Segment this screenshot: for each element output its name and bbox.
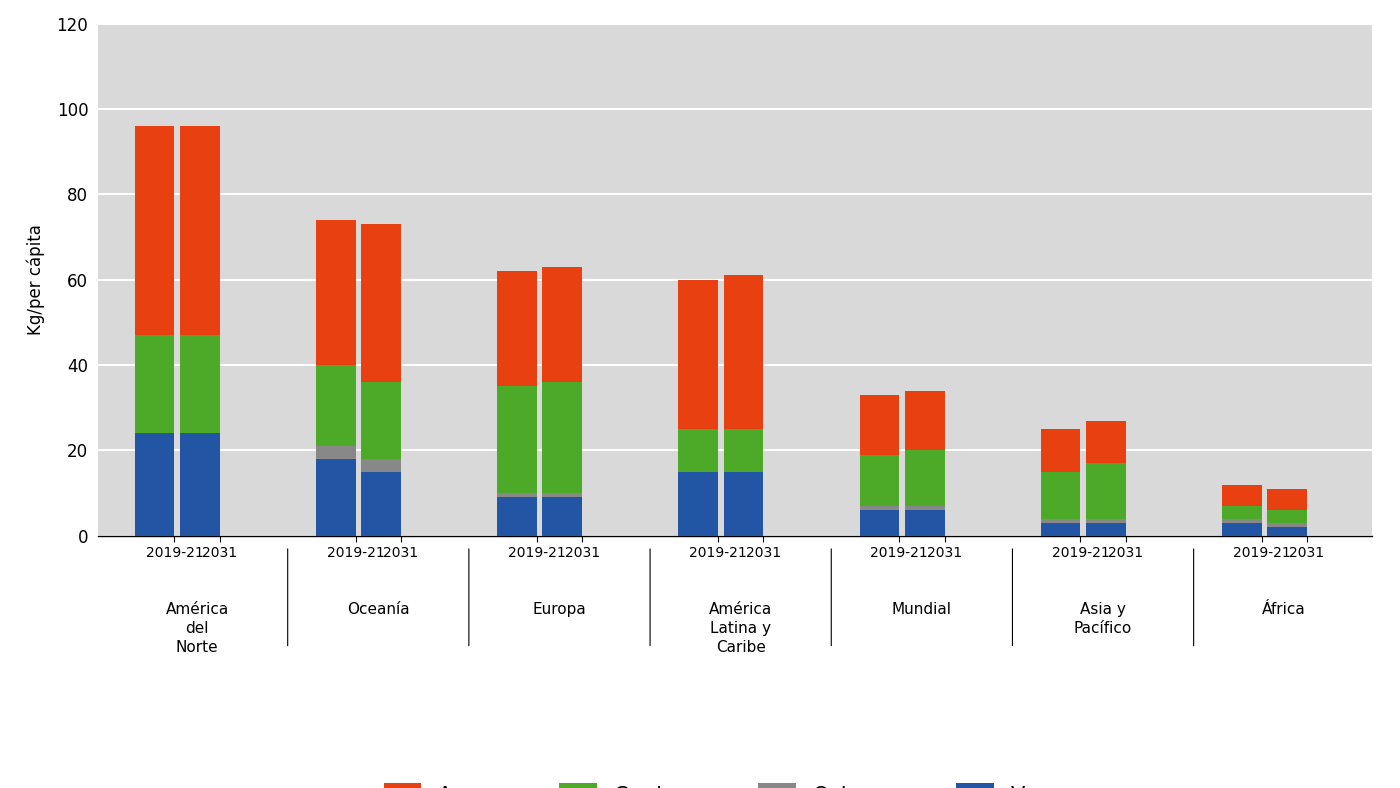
- Bar: [1267, 523, 1306, 527]
- Bar: [316, 365, 356, 446]
- Text: Mundial: Mundial: [892, 602, 952, 618]
- Bar: [724, 472, 763, 536]
- Bar: [1086, 421, 1126, 463]
- Bar: [1040, 519, 1081, 523]
- Bar: [860, 395, 899, 455]
- Bar: [1040, 472, 1081, 519]
- Legend: Ave, Cerdo, Ovino, Vacuno: Ave, Cerdo, Ovino, Vacuno: [384, 783, 1086, 788]
- Bar: [904, 511, 945, 536]
- Bar: [542, 382, 582, 493]
- Bar: [361, 225, 400, 382]
- Bar: [904, 506, 945, 511]
- Bar: [1040, 429, 1081, 472]
- Y-axis label: Kg/per cápita: Kg/per cápita: [27, 225, 45, 335]
- Bar: [724, 276, 763, 429]
- Bar: [904, 451, 945, 506]
- Bar: [316, 459, 356, 536]
- Bar: [1267, 489, 1306, 511]
- Bar: [361, 459, 400, 472]
- Bar: [1222, 523, 1261, 536]
- Bar: [1222, 506, 1261, 519]
- Bar: [181, 335, 220, 433]
- Bar: [181, 433, 220, 536]
- Bar: [1086, 519, 1126, 523]
- Text: África: África: [1263, 602, 1306, 618]
- Bar: [679, 472, 718, 536]
- Bar: [1086, 463, 1126, 519]
- Bar: [904, 391, 945, 451]
- Bar: [316, 446, 356, 459]
- Bar: [1222, 519, 1261, 523]
- Bar: [361, 472, 400, 536]
- Bar: [860, 506, 899, 511]
- Bar: [1267, 527, 1306, 536]
- Bar: [497, 271, 536, 386]
- Text: Asia y
Pacífico: Asia y Pacífico: [1074, 602, 1133, 636]
- Text: América
Latina y
Caribe: América Latina y Caribe: [708, 602, 773, 655]
- Bar: [316, 220, 356, 365]
- Bar: [542, 493, 582, 497]
- Bar: [724, 429, 763, 472]
- Bar: [134, 335, 175, 433]
- Text: Europa: Europa: [532, 602, 587, 618]
- Bar: [679, 429, 718, 472]
- Bar: [134, 126, 175, 335]
- Bar: [860, 455, 899, 506]
- Bar: [1086, 523, 1126, 536]
- Bar: [497, 497, 536, 536]
- Bar: [542, 267, 582, 382]
- Bar: [1040, 523, 1081, 536]
- Bar: [497, 386, 536, 493]
- Bar: [181, 126, 220, 335]
- Bar: [134, 433, 175, 536]
- Bar: [679, 280, 718, 429]
- Text: Oceanía: Oceanía: [347, 602, 410, 618]
- Bar: [1267, 511, 1306, 523]
- Bar: [542, 497, 582, 536]
- Bar: [1222, 485, 1261, 506]
- Bar: [860, 511, 899, 536]
- Text: América
del
Norte: América del Norte: [165, 602, 228, 655]
- Bar: [497, 493, 536, 497]
- Bar: [361, 382, 400, 459]
